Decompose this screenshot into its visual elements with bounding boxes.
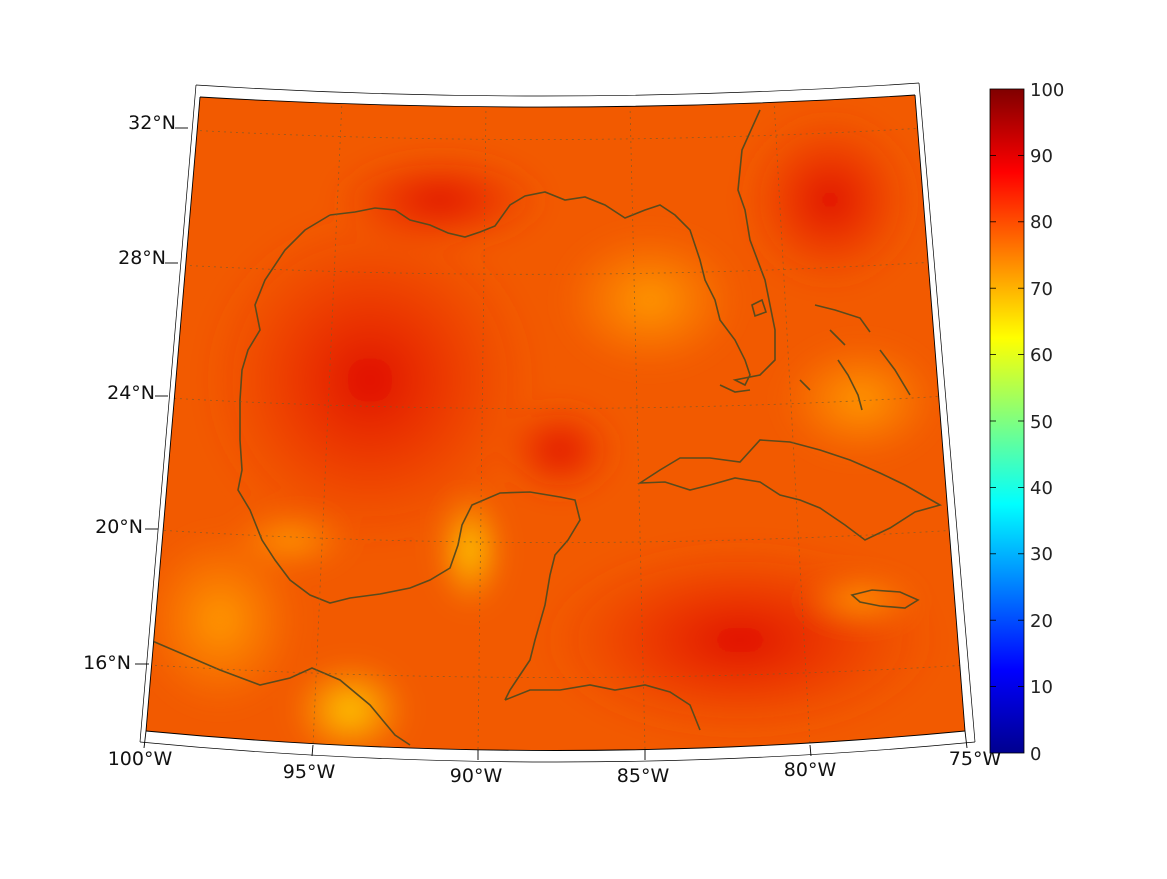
colorbar-label-40: 40 <box>1030 478 1053 499</box>
latitude-labels: 32°N 28°N 24°N 20°N 16°N <box>83 112 176 674</box>
sw-mid <box>146 530 300 710</box>
colorbar-labels: 100 90 80 70 60 50 40 30 20 10 0 <box>1030 80 1064 765</box>
lon-label-75w: 75°W <box>949 748 1002 770</box>
colorbar: 100 90 80 70 60 50 40 30 20 10 0 <box>989 80 1064 765</box>
graticule <box>148 99 965 751</box>
frame-left <box>145 96 201 732</box>
map-frame <box>135 82 976 763</box>
gulf-east-mid <box>560 230 740 370</box>
gridline-32n <box>187 127 925 140</box>
map-field <box>146 95 965 751</box>
coastlines <box>149 109 943 746</box>
lon-label-85w: 85°W <box>617 765 670 787</box>
lon-label-80w: 80°W <box>784 759 837 781</box>
lake-okeechobee <box>751 298 768 318</box>
field-variations <box>146 110 940 751</box>
longitude-labels: 100°W 95°W 90°W 85°W 80°W 75°W <box>108 748 1002 787</box>
colorbar-label-30: 30 <box>1030 544 1053 565</box>
lon-label-95w: 95°W <box>283 761 336 783</box>
frame-right-outer <box>918 82 976 743</box>
tick-95w <box>311 744 314 757</box>
jamaica-outline <box>850 589 920 609</box>
yucatan-low <box>435 490 505 610</box>
colorbar-label-20: 20 <box>1030 611 1053 632</box>
lat-label-16n: 16°N <box>83 652 131 674</box>
colorbar-label-60: 60 <box>1030 345 1053 366</box>
tick-75w <box>964 730 968 749</box>
pacific-coastline <box>149 639 411 746</box>
lat-label-24n: 24°N <box>107 382 155 404</box>
colorbar-label-100: 100 <box>1030 80 1064 101</box>
gridline-28n <box>177 261 936 275</box>
lon-label-100w: 100°W <box>108 748 173 770</box>
lat-label-28n: 28°N <box>118 247 166 269</box>
tick-100w <box>143 730 147 749</box>
cuba-outline <box>637 439 943 541</box>
gulf-coastline <box>329 109 776 387</box>
tick-80w <box>809 744 812 757</box>
frame-left-outer <box>139 84 197 743</box>
colorbar-label-10: 10 <box>1030 677 1053 698</box>
texas-mexico-coastline <box>237 214 581 701</box>
colorbar-label-90: 90 <box>1030 146 1053 167</box>
colorbar-label-0: 0 <box>1030 744 1041 765</box>
colorbar-ticks <box>990 154 1024 687</box>
lon-label-90w: 90°W <box>450 765 503 787</box>
yucatan-channel-high <box>500 400 620 500</box>
veracruz-mid <box>230 510 350 570</box>
caribbean-high <box>540 540 940 740</box>
colorbar-label-70: 70 <box>1030 279 1053 300</box>
frame-bottom <box>145 730 966 751</box>
gridline-20n <box>157 529 959 543</box>
colorbar-label-50: 50 <box>1030 412 1053 433</box>
gridline-24n <box>167 395 947 409</box>
colorbar-label-80: 80 <box>1030 212 1053 233</box>
frame-bottom-outer <box>139 741 976 763</box>
jamaica-mid <box>800 575 920 625</box>
gulf-west-high <box>200 210 540 550</box>
central-america-coastline <box>504 684 701 731</box>
lat-label-20n: 20°N <box>95 516 143 538</box>
lat-label-32n: 32°N <box>128 112 176 134</box>
atlantic-high <box>740 110 920 290</box>
frame-top <box>199 94 916 108</box>
bahamas-islands <box>799 304 911 411</box>
gridline-16n <box>148 664 965 678</box>
frame-top-outer <box>195 82 920 97</box>
florida-keys <box>719 384 751 393</box>
pacific-low <box>290 660 410 751</box>
frame-right <box>914 94 966 732</box>
